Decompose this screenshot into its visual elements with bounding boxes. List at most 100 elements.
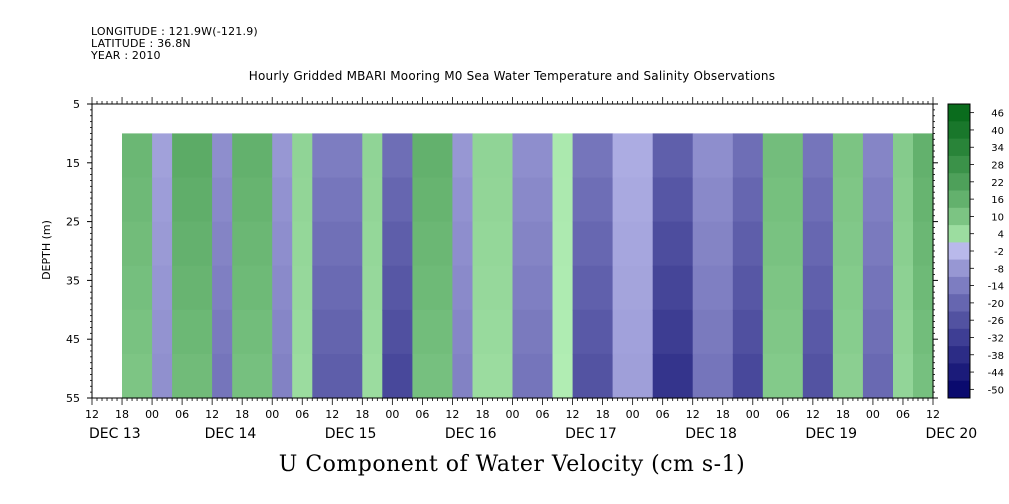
y-tick-label: 45 (66, 333, 80, 346)
x-hour-label: 06 (776, 408, 790, 421)
heat-cell (472, 133, 514, 179)
colorbar-label: 4 (998, 230, 1004, 241)
heat-cell (652, 133, 694, 179)
colorbar-swatch (948, 259, 970, 278)
colorbar-swatch (948, 121, 970, 139)
heat-cell (552, 133, 574, 179)
heat-cell (692, 221, 734, 267)
heat-cell (862, 177, 894, 223)
colorbar-swatch (948, 311, 970, 330)
heat-cell (762, 177, 804, 223)
x-hour-label: 00 (626, 408, 640, 421)
heat-cell (412, 177, 453, 223)
heat-cell (292, 309, 313, 355)
x-hour-label: 12 (85, 408, 99, 421)
colorbar-label: -26 (988, 316, 1004, 327)
colorbar-swatch (948, 294, 970, 312)
heat-cell (362, 177, 383, 223)
heat-cell (732, 265, 764, 311)
heat-cell (272, 353, 293, 399)
heat-cell (732, 309, 764, 355)
heat-cell (802, 309, 834, 355)
x-hour-label: 00 (145, 408, 159, 421)
heat-cell (412, 265, 453, 311)
heat-cell (762, 133, 804, 179)
heat-cell (913, 309, 934, 355)
x-hour-label: 12 (445, 408, 459, 421)
heat-cell (362, 353, 383, 399)
heat-cell (572, 265, 614, 311)
heat-cell (652, 177, 694, 223)
x-axis-caption: U Component of Water Velocity (cm s-1) (278, 452, 746, 477)
heat-cell (312, 353, 363, 399)
heat-cell (552, 177, 574, 223)
y-axis-label: DEPTH (m) (40, 220, 53, 280)
heat-cell (862, 309, 894, 355)
heat-cell (412, 221, 453, 267)
x-hour-label: 18 (836, 408, 850, 421)
heat-cell (382, 309, 413, 355)
heat-cell (572, 177, 614, 223)
x-date-label: DEC 19 (805, 426, 857, 442)
heat-cell (472, 265, 514, 311)
x-hour-label: 00 (265, 408, 279, 421)
x-hour-label: 00 (385, 408, 399, 421)
x-hour-label: 12 (205, 408, 219, 421)
heat-cell (152, 221, 173, 267)
colorbar-swatch (948, 225, 970, 243)
heat-cell (152, 309, 173, 355)
chart-title: Hourly Gridded MBARI Mooring M0 Sea Wate… (248, 69, 776, 83)
heat-cell (572, 133, 614, 179)
heat-cell (612, 133, 654, 179)
heat-cell (172, 221, 213, 267)
heat-cell (762, 353, 804, 399)
heat-cell (862, 133, 894, 179)
heat-cell (172, 177, 213, 223)
heat-cell (472, 221, 514, 267)
heat-cell (802, 177, 834, 223)
heat-cell (122, 309, 153, 355)
x-hour-label: 12 (686, 408, 700, 421)
year-label: YEAR : 2010 (91, 49, 161, 62)
heat-cell (692, 353, 734, 399)
heat-cell (232, 133, 273, 179)
heat-cell (732, 221, 764, 267)
x-hour-label: 06 (536, 408, 550, 421)
heat-cell (762, 221, 804, 267)
heat-cell (212, 133, 233, 179)
heat-cell (893, 133, 914, 179)
heat-cell (612, 177, 654, 223)
heat-cell (212, 265, 233, 311)
x-date-label: DEC 16 (445, 426, 497, 442)
heat-cell (312, 133, 363, 179)
heat-cell (362, 265, 383, 311)
heat-cell (312, 221, 363, 267)
heat-cell (652, 265, 694, 311)
heat-cell (292, 221, 313, 267)
heat-cell (472, 309, 514, 355)
heat-cell (292, 265, 313, 311)
colorbar-swatch (948, 380, 970, 399)
colorbar-swatch (948, 104, 970, 122)
heat-cell (232, 265, 273, 311)
heat-cell (552, 265, 574, 311)
colorbar-label: 40 (991, 126, 1004, 137)
heat-cell (913, 221, 934, 267)
heat-cell (212, 177, 233, 223)
heat-cell (692, 133, 734, 179)
heat-cell (832, 133, 864, 179)
heat-cell (452, 177, 473, 223)
x-date-label: DEC 13 (89, 426, 141, 442)
heat-cell (122, 221, 153, 267)
heat-cell (212, 221, 233, 267)
colorbar-label: -44 (988, 368, 1004, 379)
x-hour-label: 18 (596, 408, 610, 421)
colorbar-label: -2 (994, 247, 1004, 258)
heat-cell (832, 353, 864, 399)
heat-cell (232, 177, 273, 223)
colorbar-swatch (948, 190, 970, 209)
colorbar-frame (947, 103, 971, 399)
heat-cell (552, 309, 574, 355)
heat-cell (652, 309, 694, 355)
heat-cell (893, 265, 914, 311)
